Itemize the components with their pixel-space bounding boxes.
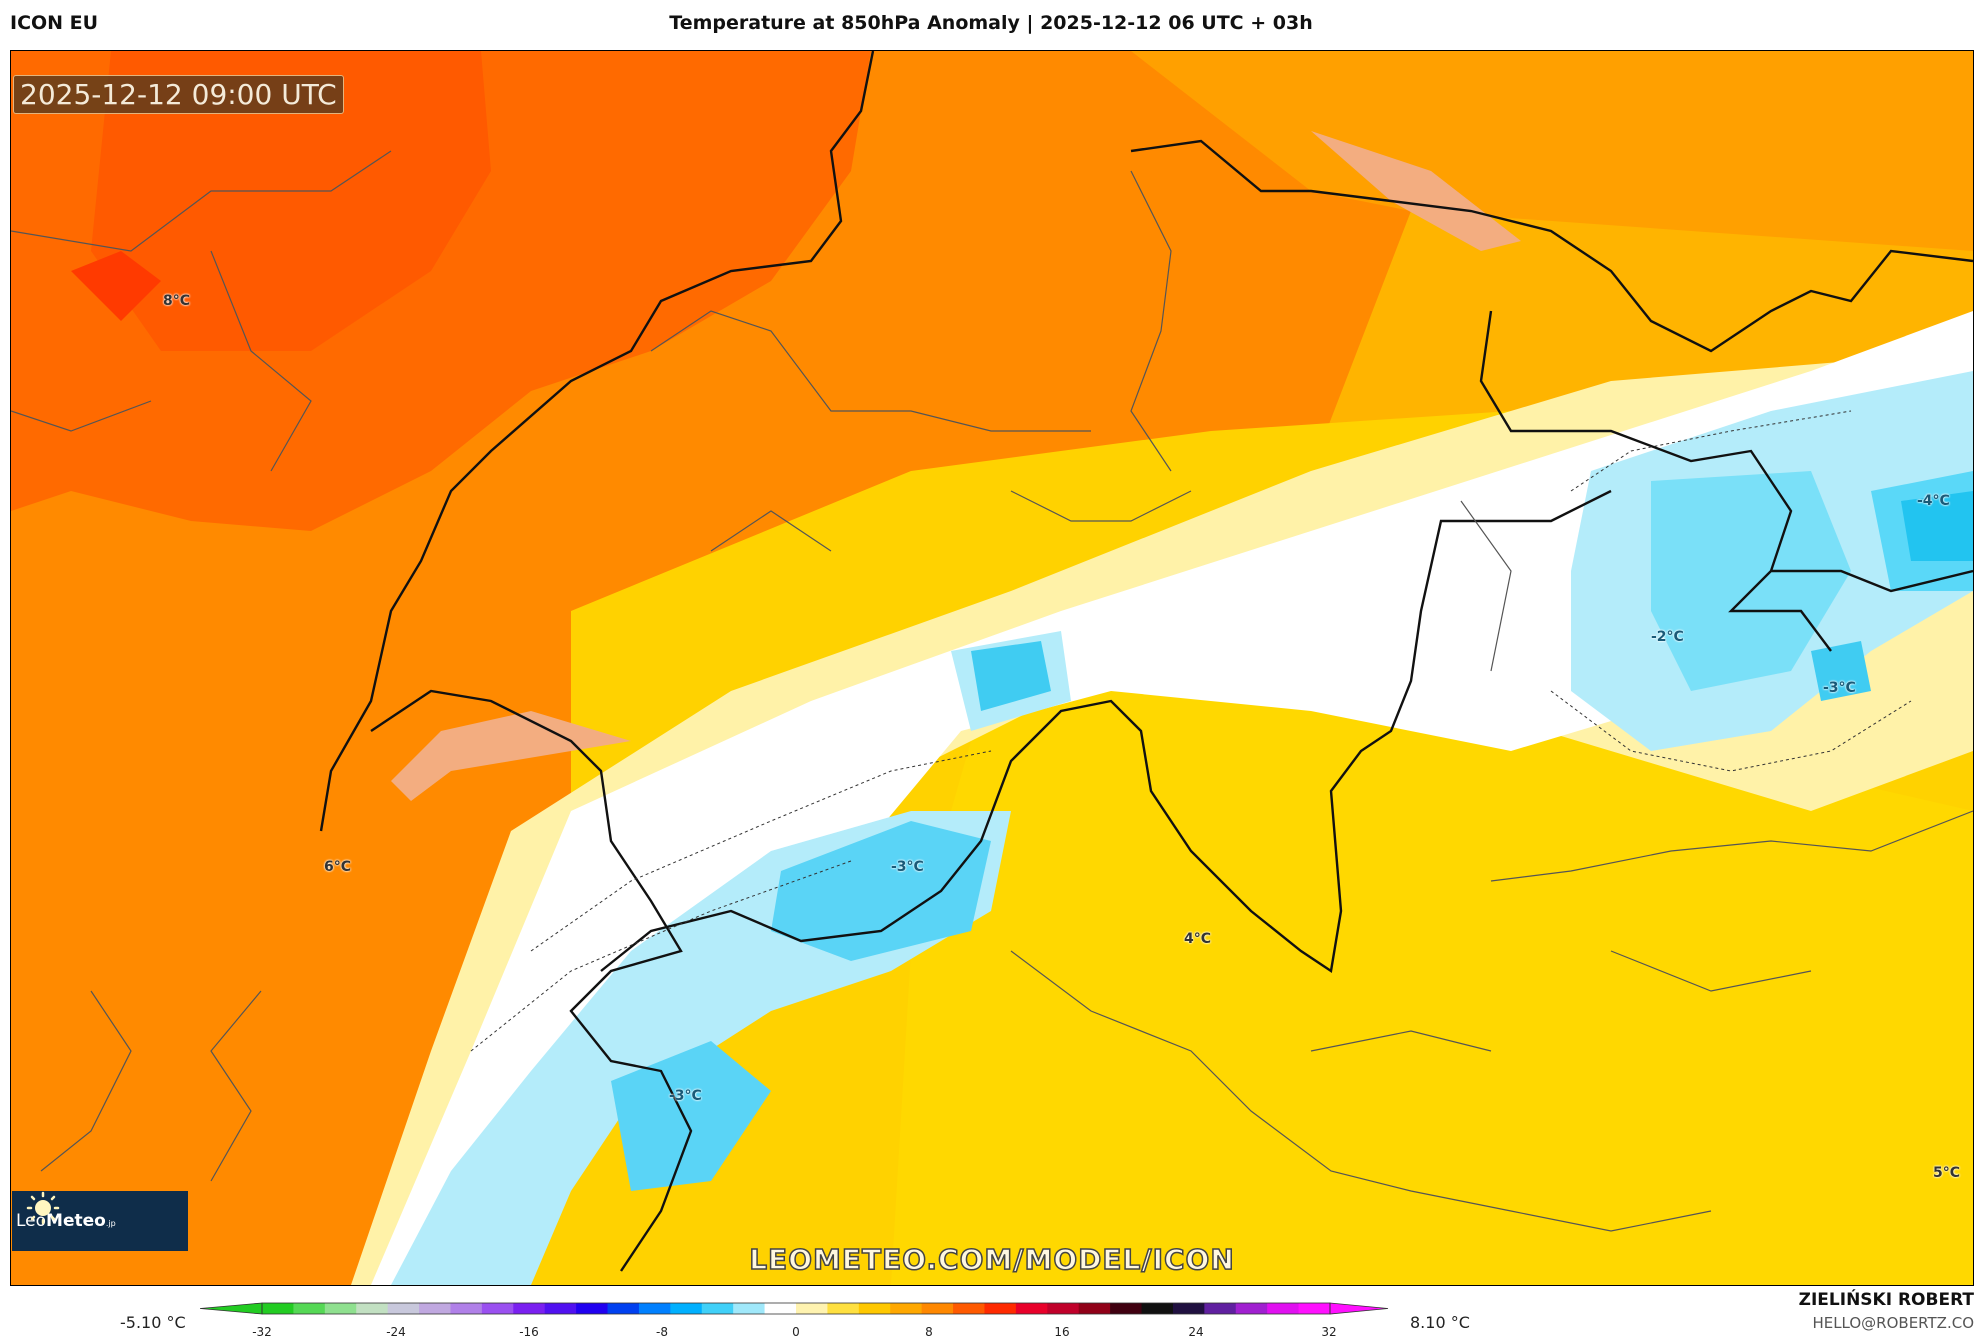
temperature-anomaly-map[interactable]: 2025-12-12 09:00 UTC 8°C 6°C -3°C 4°C -3…	[10, 50, 1974, 1286]
contour-label: 5°C	[1933, 1165, 1961, 1181]
legend-tick: 16	[1054, 1325, 1070, 1339]
logo-text: LeoMeteo.jp	[16, 1211, 116, 1231]
author-email[interactable]: HELLO@ROBERTZ.CO	[1812, 1314, 1974, 1332]
contour-label: -3°C	[669, 1088, 702, 1104]
legend-tick: -16	[519, 1325, 539, 1339]
legend-tick: -8	[656, 1325, 668, 1339]
legend-tick: 24	[1188, 1325, 1204, 1339]
author-name: ZIELIŃSKI ROBERT	[1798, 1290, 1974, 1310]
legend-tick: -24	[386, 1325, 406, 1339]
color-scale-bar	[200, 1302, 1389, 1315]
contour-label: 8°C	[163, 293, 191, 309]
watermark-url: LEOMETEO.COM/MODEL/ICON	[748, 1242, 1235, 1277]
leometeo-logo[interactable]: LeoMeteo.jp	[12, 1191, 188, 1251]
legend-max-value: 8.10 °C	[1410, 1313, 1470, 1332]
valid-time-badge: 2025-12-12 09:00 UTC	[13, 75, 344, 114]
legend-tick: 32	[1321, 1325, 1337, 1339]
contour-label: 4°C	[1184, 931, 1212, 947]
legend-tick: -32	[252, 1325, 272, 1339]
chart-title: Temperature at 850hPa Anomaly | 2025-12-…	[669, 12, 1313, 34]
sun-icon	[26, 1191, 60, 1225]
legend-min-value: -5.10 °C	[120, 1313, 186, 1332]
legend-tick: 0	[792, 1325, 800, 1339]
contour-label: -3°C	[1823, 680, 1856, 696]
contour-label: -3°C	[891, 859, 924, 875]
map-fill	[11, 51, 1973, 1285]
contour-label: -4°C	[1917, 493, 1950, 509]
contour-label: 6°C	[324, 859, 352, 875]
contour-label: -2°C	[1651, 629, 1684, 645]
legend-tick: 8	[925, 1325, 933, 1339]
model-name: ICON EU	[10, 12, 99, 34]
